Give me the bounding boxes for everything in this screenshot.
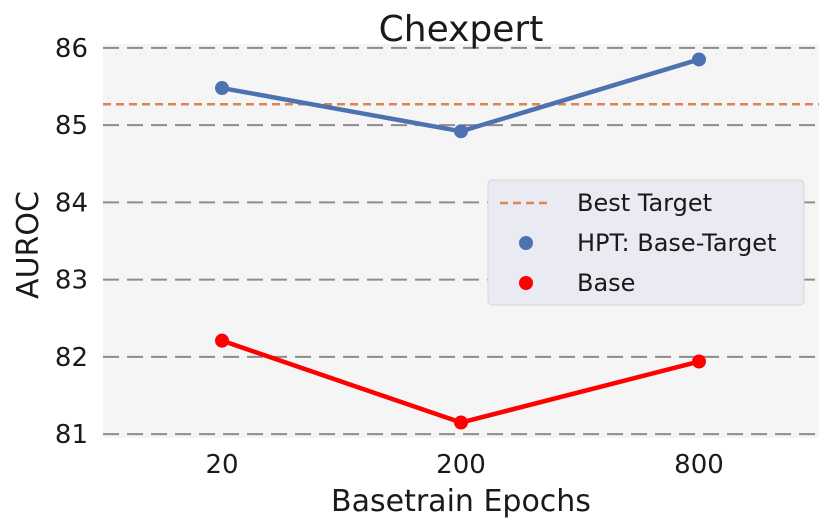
series-layer (215, 52, 706, 430)
legend-label-base: Base (577, 269, 635, 297)
data-point-hpt (215, 81, 229, 96)
legend-swatch-hpt (519, 236, 533, 250)
x-axis-label: Basetrain Epochs (331, 484, 591, 519)
y-tick-label: 84 (55, 188, 88, 218)
data-point-base (692, 354, 706, 369)
legend-box (487, 179, 805, 306)
x-tick-label: 800 (674, 450, 724, 480)
y-tick-label: 81 (55, 420, 88, 450)
y-tick-label: 85 (55, 111, 88, 141)
data-point-hpt (454, 124, 468, 139)
y-axis-label: AUROC (11, 191, 46, 299)
y-tick-labels: 81 82 83 84 85 86 (55, 34, 88, 450)
legend: Best Target HPT: Base-Target Base (487, 179, 805, 306)
y-tick-label: 82 (55, 343, 88, 373)
data-point-hpt (692, 52, 706, 67)
chart-title: Chexpert (379, 9, 544, 50)
x-tick-label: 20 (205, 450, 238, 480)
data-point-base (215, 333, 229, 348)
data-point-base (454, 415, 468, 430)
y-tick-label: 83 (55, 266, 88, 296)
legend-label-hpt: HPT: Base-Target (577, 229, 776, 257)
x-tick-label: 200 (436, 450, 486, 480)
legend-swatch-base (519, 276, 533, 290)
legend-label-best-target: Best Target (577, 189, 712, 217)
y-tick-label: 86 (55, 34, 88, 64)
x-tick-labels: 20 200 800 (205, 450, 723, 480)
